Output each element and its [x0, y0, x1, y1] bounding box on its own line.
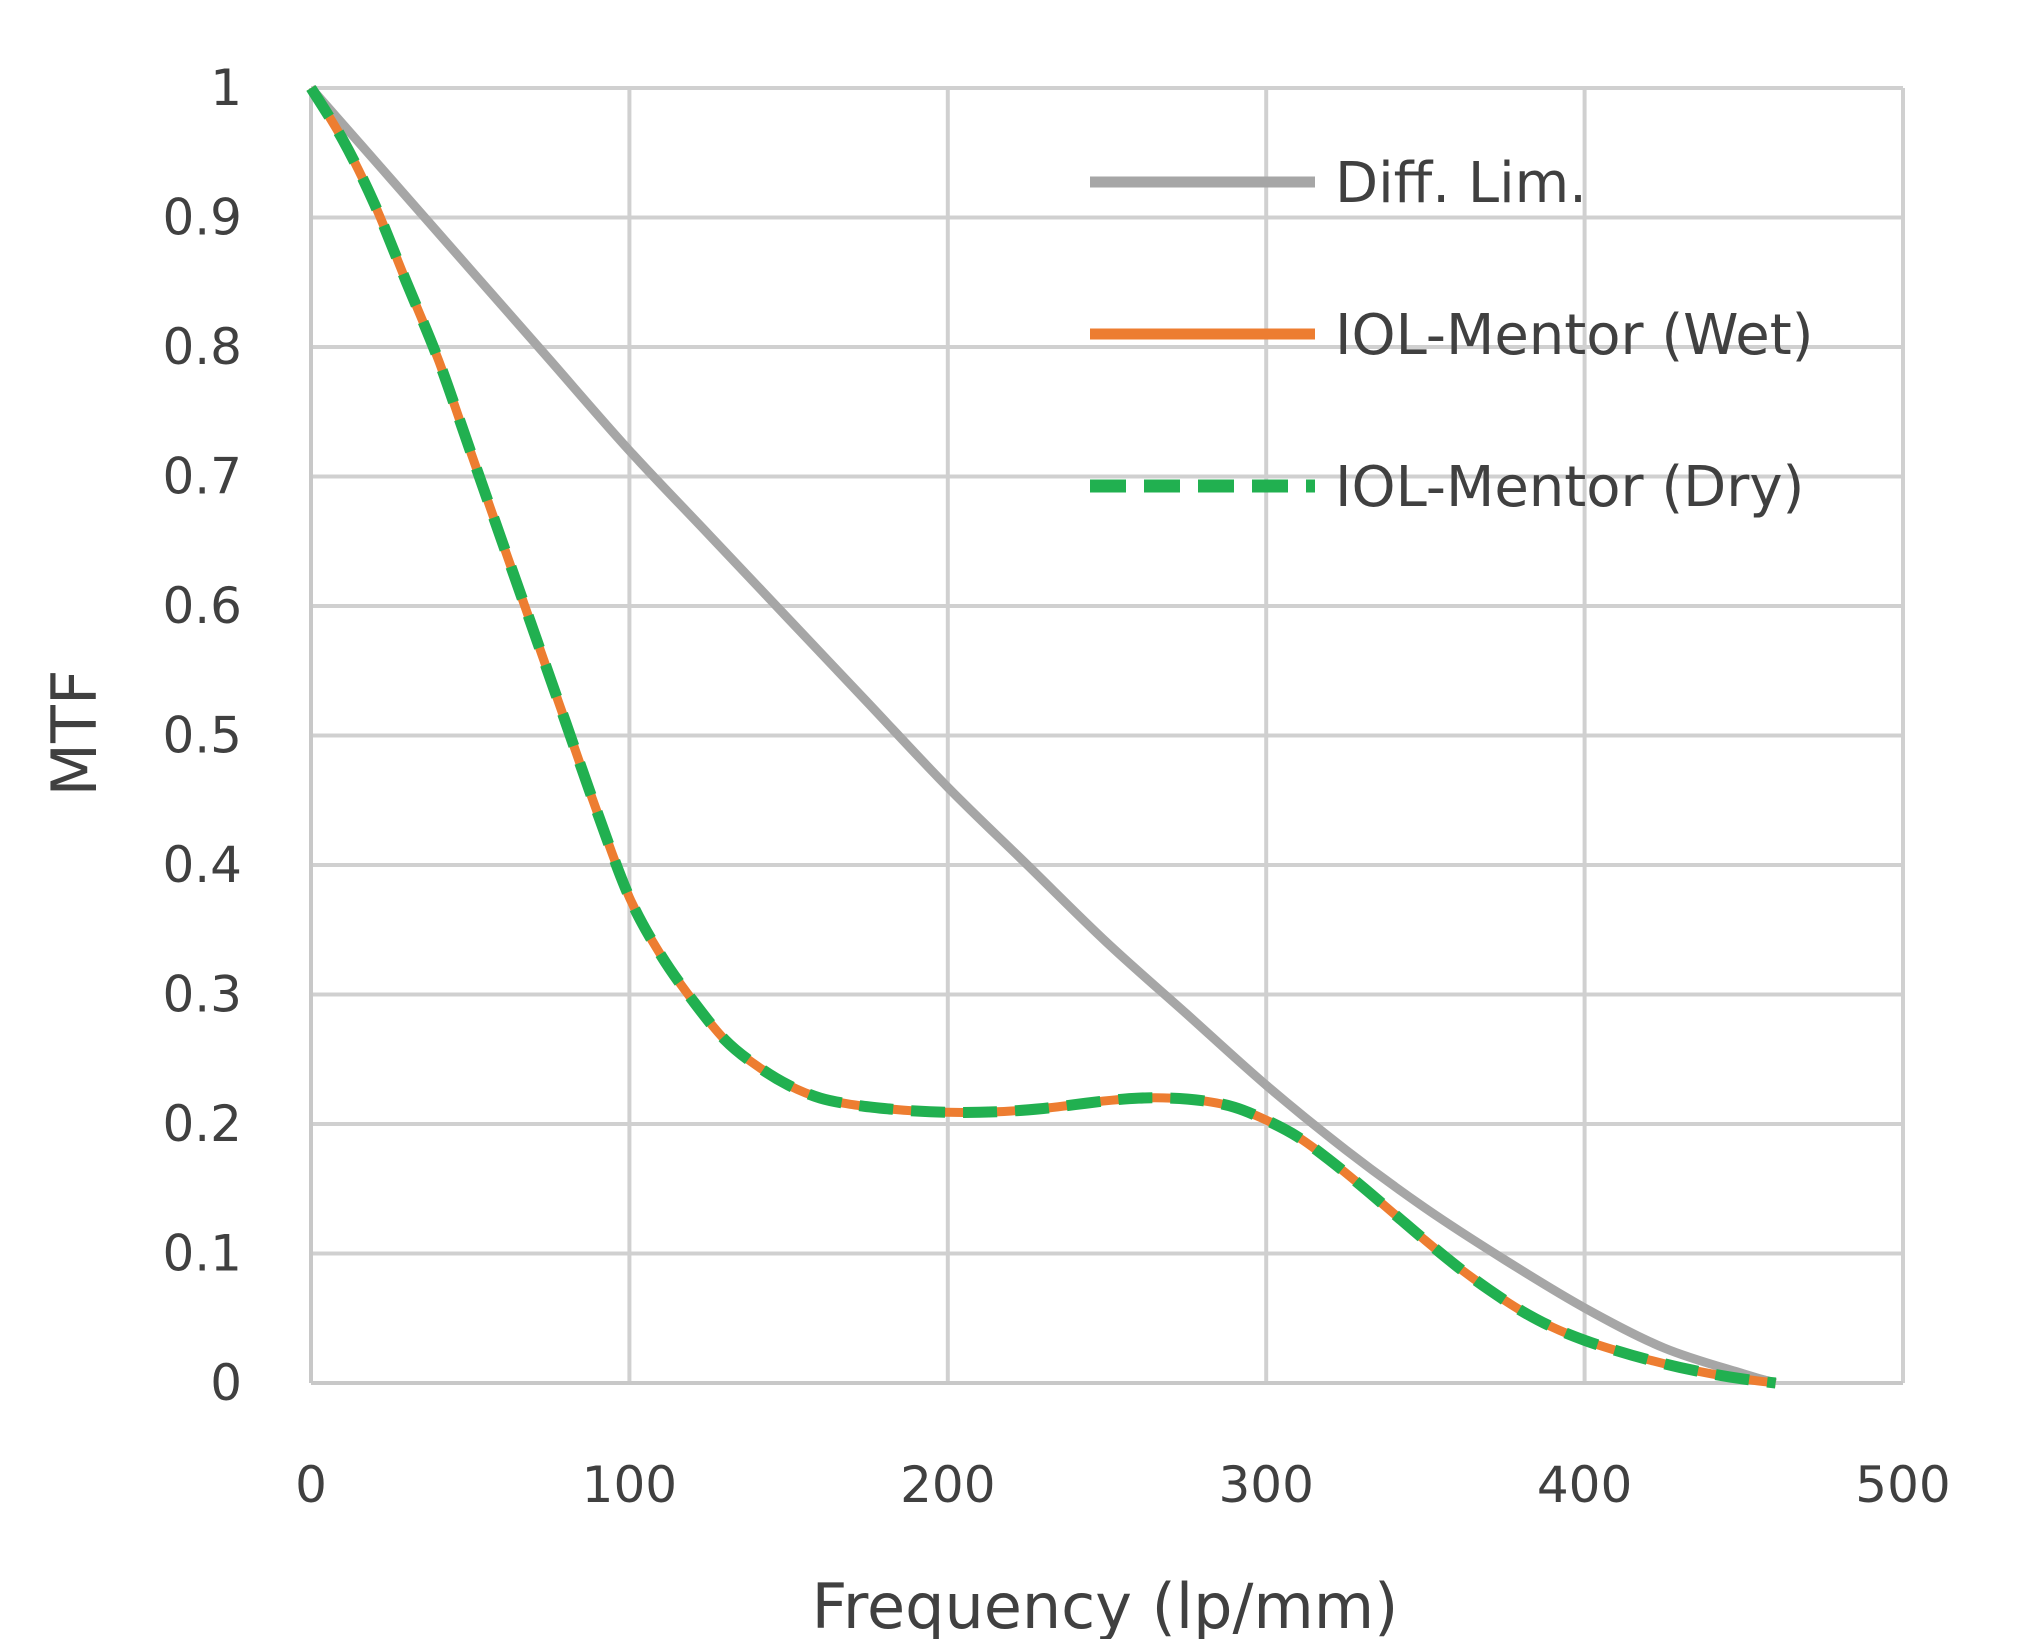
axes — [309, 88, 1903, 1385]
y-tick-label: 1 — [210, 59, 242, 117]
series-group — [306, 85, 1777, 1389]
y-axis-title: MTF — [38, 669, 111, 796]
legend-label-iol-mentor-wet: IOL-Mentor (Wet) — [1335, 303, 1814, 368]
y-tick-label: 0.5 — [162, 707, 242, 765]
series-line-iol-mentor-dry — [306, 85, 1777, 1389]
x-tick-label: 300 — [1218, 1456, 1313, 1514]
legend-label-diff-lim: Diff. Lim. — [1335, 151, 1587, 216]
y-tick-label: 0 — [210, 1354, 242, 1412]
y-tick-label: 0.6 — [162, 577, 242, 635]
y-tick-label: 0.4 — [162, 836, 242, 894]
x-tick-label: 400 — [1537, 1456, 1632, 1514]
y-tick-label: 0.9 — [162, 189, 242, 247]
tick-labels: 0 0.1 0.2 0.3 0.4 0.5 0.6 0.7 0.8 0.9 1 0 100 200 300 4… — [162, 59, 1950, 1514]
y-tick-label: 0.3 — [162, 966, 242, 1024]
x-axis-title: Frequency (lp/mm) — [812, 1570, 1399, 1639]
y-tick-label: 0.1 — [162, 1225, 242, 1283]
y-tick-label: 0.8 — [162, 318, 242, 376]
x-tick-label: 200 — [900, 1456, 995, 1514]
legend: Diff. Lim. IOL-Mentor (Wet) IOL-Mentor (Dr… — [1090, 151, 1814, 520]
x-tick-label: 0 — [295, 1456, 327, 1514]
grid — [311, 86, 1905, 1383]
legend-label-iol-mentor-dry: IOL-Mentor (Dry) — [1335, 455, 1804, 520]
x-tick-label: 500 — [1855, 1456, 1950, 1514]
y-tick-label: 0.7 — [162, 448, 242, 506]
x-tick-label: 100 — [582, 1456, 677, 1514]
y-tick-label: 0.2 — [162, 1095, 242, 1153]
series-line-diff-lim — [307, 85, 1777, 1388]
